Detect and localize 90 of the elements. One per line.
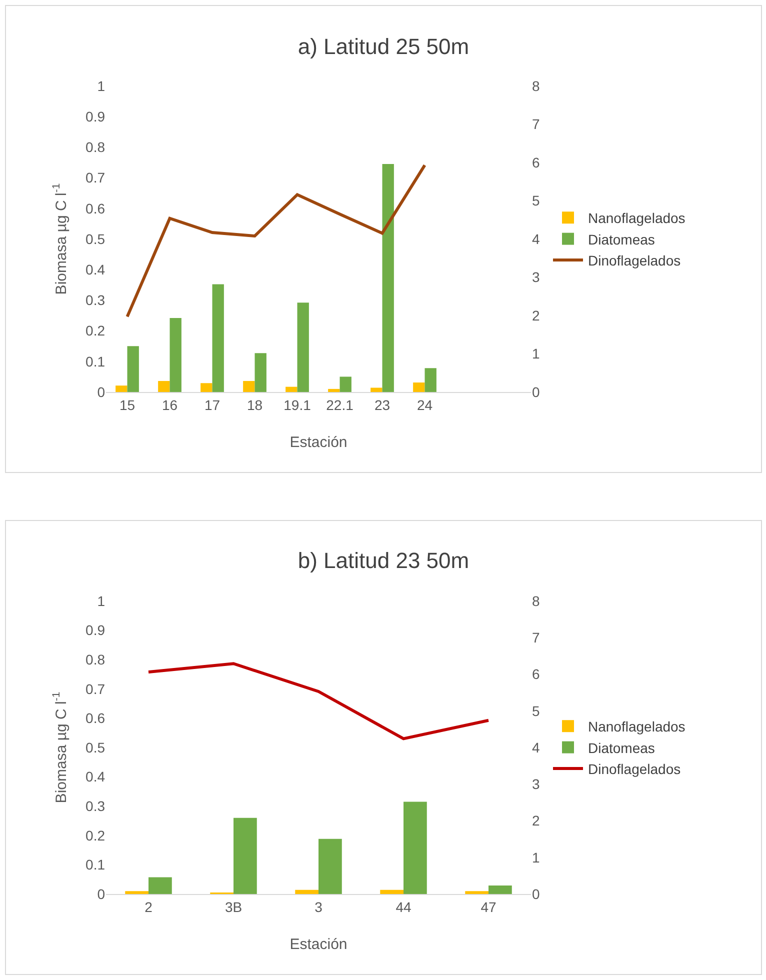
y-tick-label: 0.2 xyxy=(86,322,106,339)
bar xyxy=(413,382,425,392)
bar xyxy=(382,164,394,392)
x-tick-label: 3 xyxy=(314,898,323,915)
x-tick-label: 44 xyxy=(396,898,412,915)
x-axis-title: Estación xyxy=(290,936,348,953)
bar xyxy=(254,353,266,392)
chart-title: a) Latitud 25 50m xyxy=(298,34,470,60)
x-tick-label: 19.1 xyxy=(284,396,312,413)
y2-tick-label: 4 xyxy=(532,739,540,756)
bar xyxy=(148,877,172,894)
y-tick-label: 0.9 xyxy=(86,622,106,638)
y-tick-label: 0.1 xyxy=(86,353,106,370)
x-tick-label: 3B xyxy=(224,898,242,915)
y-tick-label: 0.4 xyxy=(86,768,106,785)
y2-tick-label: 1 xyxy=(532,849,540,866)
y2-tick-label: 0 xyxy=(532,384,540,400)
bar xyxy=(234,818,257,894)
y-tick-label: 0.5 xyxy=(86,739,106,756)
x-tick-label: 16 xyxy=(162,396,178,413)
bar xyxy=(200,383,212,392)
line-series xyxy=(126,164,426,318)
y2-tick-label: 6 xyxy=(532,154,540,170)
y-tick-label: 0.7 xyxy=(86,680,106,697)
x-tick-label: 15 xyxy=(119,396,136,413)
y-tick-label: 0.1 xyxy=(86,856,106,873)
x-tick-label: 2 xyxy=(144,898,153,915)
y2-tick-label: 0 xyxy=(532,886,540,902)
x-tick-label: 23 xyxy=(374,396,390,413)
x-tick-label: 24 xyxy=(416,396,433,413)
bar xyxy=(380,890,404,894)
x-tick-label: 47 xyxy=(480,898,496,915)
bar xyxy=(158,380,170,392)
bar xyxy=(116,386,128,392)
bar xyxy=(370,388,382,392)
bar xyxy=(404,802,427,894)
y-tick-label: 0.9 xyxy=(86,108,106,124)
y-tick-label: 0.8 xyxy=(86,139,106,156)
y-tick-label: 0.8 xyxy=(86,652,106,668)
bar xyxy=(243,380,255,392)
y-tick-label: 0.2 xyxy=(86,827,106,844)
y-tick-label: 0.3 xyxy=(86,798,106,814)
bar xyxy=(318,838,342,894)
bar xyxy=(328,388,340,392)
bar xyxy=(340,376,352,392)
y-tick-label: 0.5 xyxy=(86,230,106,247)
y2-tick-label: 1 xyxy=(532,346,540,362)
legend-label: Nanoflagelados xyxy=(588,210,686,226)
bar xyxy=(125,891,148,894)
y2-tick-label: 5 xyxy=(532,192,540,209)
legend-label: Diatomeas xyxy=(588,740,655,756)
bar xyxy=(286,386,298,392)
bar xyxy=(212,284,224,392)
legend-label: Diatomeas xyxy=(588,231,655,248)
y-tick-label: 1 xyxy=(97,592,106,609)
y-tick-label: 0.6 xyxy=(86,200,106,216)
y2-tick-label: 2 xyxy=(532,307,540,324)
y2-tick-label: 8 xyxy=(532,592,540,609)
y2-tick-label: 8 xyxy=(532,78,540,94)
bar xyxy=(465,891,488,894)
y2-tick-label: 7 xyxy=(532,630,540,646)
line-series xyxy=(147,662,490,740)
legend-label: Dinoflagelados xyxy=(588,252,681,268)
y-tick-label: 0.4 xyxy=(86,262,106,278)
y-tick-label: 0.6 xyxy=(86,710,106,726)
bar xyxy=(295,890,318,894)
y2-tick-label: 7 xyxy=(532,116,540,132)
x-tick-label: 17 xyxy=(204,396,220,413)
y2-tick-label: 2 xyxy=(532,812,540,829)
y-tick-label: 0.3 xyxy=(86,292,106,308)
bar xyxy=(424,368,436,392)
y2-tick-label: 3 xyxy=(532,776,540,792)
x-tick-label: 18 xyxy=(246,396,263,413)
legend-label: Dinoflagelados xyxy=(588,760,681,777)
x-tick-label: 22.1 xyxy=(326,396,354,413)
bar xyxy=(127,346,139,392)
y-tick-label: 0 xyxy=(97,384,106,400)
bar xyxy=(297,302,309,392)
bar xyxy=(488,886,512,894)
chart-title: b) Latitud 23 50m xyxy=(298,548,470,574)
y2-tick-label: 3 xyxy=(532,269,540,286)
y-tick-label: 1 xyxy=(97,78,106,94)
y2-tick-label: 4 xyxy=(532,230,540,247)
legend-label: Nanoflagelados xyxy=(588,718,686,735)
x-axis-title: Estación xyxy=(290,434,348,451)
y-tick-label: 0 xyxy=(97,886,106,902)
bar xyxy=(170,318,182,392)
y-tick-label: 0.7 xyxy=(86,170,106,186)
y2-tick-label: 6 xyxy=(532,666,540,682)
y2-tick-label: 5 xyxy=(532,702,540,719)
